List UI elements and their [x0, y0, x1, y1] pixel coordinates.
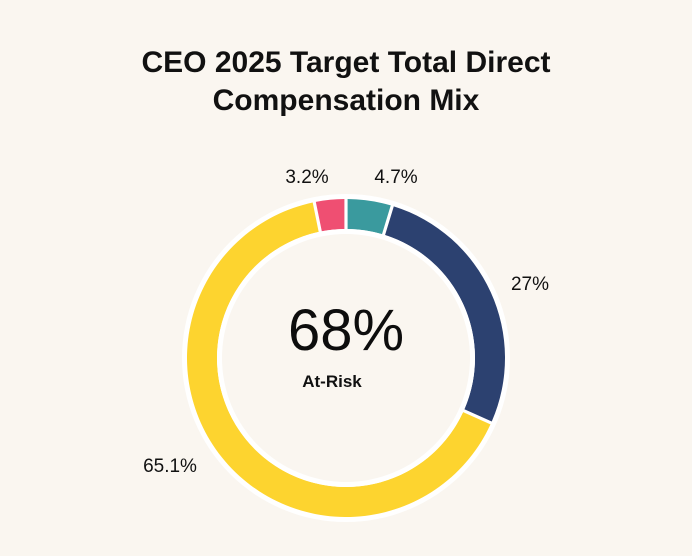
slice-value-label-1: 4.7% [374, 167, 417, 188]
center-value: 68% [288, 298, 404, 363]
donut-slice-1 [347, 199, 391, 235]
donut-slices [186, 199, 505, 518]
donut-slice-labels: 4.7% 27% 65.1% 3.2% [143, 167, 549, 477]
slice-value-label-4: 3.2% [285, 167, 328, 188]
slice-value-label-2: 27% [511, 274, 549, 295]
chart-title-line-2: Compensation Mix [212, 84, 480, 117]
chart-title-line-1: CEO 2025 Target Total Direct [141, 46, 551, 79]
chart-title: CEO 2025 Target Total Direct Compensatio… [0, 44, 692, 120]
slice-value-label-3: 65.1% [143, 456, 197, 477]
center-caption: At-Risk [302, 372, 362, 391]
donut-slice-2 [385, 206, 505, 422]
donut-slice-4 [315, 199, 345, 232]
donut-hole [222, 234, 470, 482]
